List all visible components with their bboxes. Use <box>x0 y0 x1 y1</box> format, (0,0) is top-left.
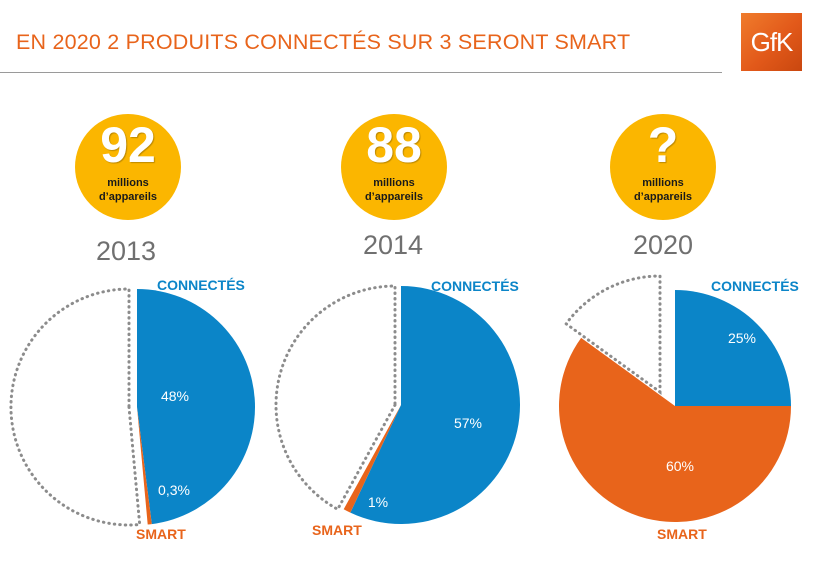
gfk-logo: GfK <box>741 13 802 71</box>
pie-outline <box>9 287 142 527</box>
slice-value-connected: 48% <box>161 388 189 404</box>
badge-unit: millions d’appareils <box>75 176 181 204</box>
slice-value-smart: 60% <box>666 458 694 474</box>
badge-unit-line2: d’appareils <box>633 191 693 203</box>
badge-value: 88 <box>366 117 422 173</box>
pie-2013: CONNECTÉS 48% 0,3% SMART <box>9 277 256 542</box>
badge-value: 92 <box>100 117 156 173</box>
slice-value-connected: 57% <box>454 415 482 431</box>
year-label-2014: 2014 <box>363 230 424 260</box>
pie-slice-smart <box>343 405 401 513</box>
pie-slice-connected <box>675 290 791 406</box>
title-divider <box>0 72 722 73</box>
pie-slice-smart <box>559 337 791 522</box>
badge-unit-line1: millions <box>107 177 149 189</box>
badge-unit-line2: d’appareils <box>364 191 424 203</box>
page-title: EN 2020 2 PRODUITS CONNECTÉS SUR 3 SERON… <box>16 30 631 54</box>
badge-unit-line2: d’appareils <box>98 191 158 203</box>
slice-value-connected: 25% <box>728 330 756 346</box>
badge-unit: millions d’appareils <box>610 176 716 204</box>
slice-label-smart: SMART <box>657 526 707 542</box>
badge-2013: 92 millions d’appareils <box>75 114 181 220</box>
pie-2020: CONNECTÉS 25% 60% SMART <box>559 274 799 542</box>
slice-value-smart: 0,3% <box>158 482 190 498</box>
slice-label-connected: CONNECTÉS <box>711 278 799 294</box>
pie-2014: CONNECTÉS 57% 1% SMART <box>274 278 521 538</box>
slice-value-smart: 1% <box>368 494 388 510</box>
pie-slice-connected <box>350 286 521 524</box>
badge-2020: ? millions d’appareils <box>610 114 716 220</box>
pie-outline <box>274 284 397 512</box>
badge-unit-line1: millions <box>373 177 415 189</box>
badge-value: ? <box>647 117 679 173</box>
pie-slice-smart <box>137 407 152 525</box>
pie-outline <box>564 274 662 395</box>
badge-unit: millions d’appareils <box>341 176 447 204</box>
pie-slice-connected <box>137 289 256 525</box>
badge-unit-line1: millions <box>642 177 684 189</box>
badge-2014: 88 millions d’appareils <box>341 114 447 220</box>
slice-label-connected: CONNECTÉS <box>157 277 245 293</box>
slice-label-smart: SMART <box>312 522 362 538</box>
year-label-2020: 2020 <box>633 230 694 260</box>
year-label-2013: 2013 <box>96 236 157 266</box>
slice-label-smart: SMART <box>136 526 186 542</box>
slice-label-connected: CONNECTÉS <box>431 278 519 294</box>
